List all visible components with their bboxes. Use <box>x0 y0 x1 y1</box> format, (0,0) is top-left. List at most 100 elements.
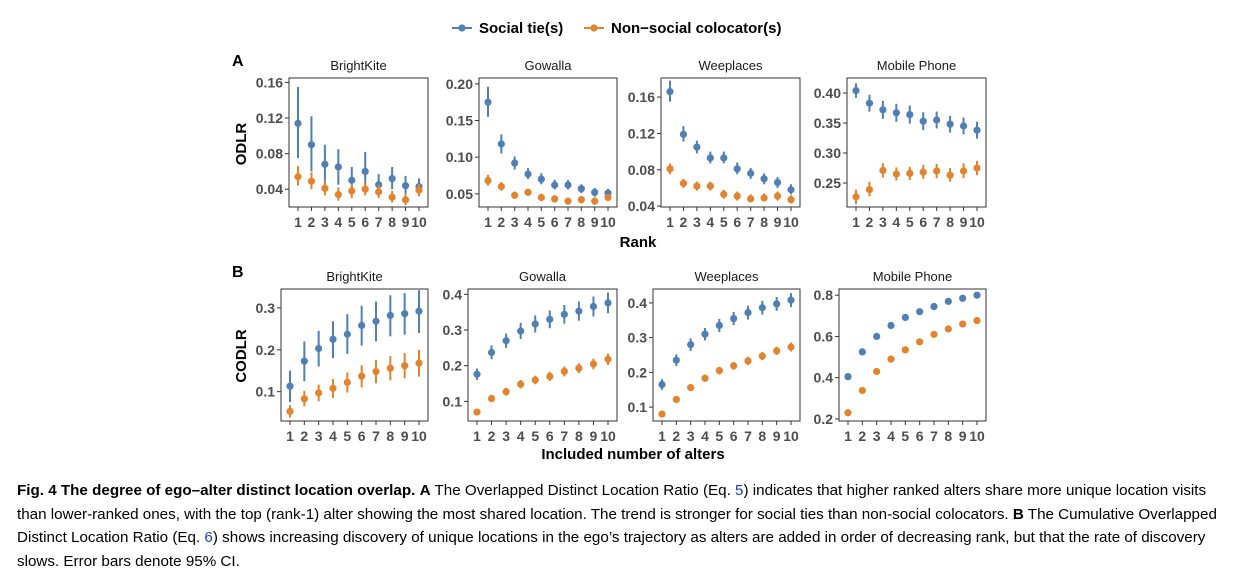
data-point <box>873 367 881 376</box>
panel-a-brightkite-series-social-tie-s <box>294 86 423 195</box>
data-point <box>294 173 302 181</box>
panel-a-mobile-phone-xtick-label: 8 <box>946 214 954 230</box>
data-point <box>706 182 714 190</box>
panel-a-mobile-phone-xtick-label: 5 <box>906 214 914 230</box>
panel-b-gowalla-xtick-label: 5 <box>531 428 539 444</box>
panel-a-brightkite-xtick-label: 8 <box>388 214 396 230</box>
panel-a-weeplaces-xtick-label: 5 <box>720 214 728 230</box>
data-point <box>973 291 981 299</box>
legend-key-marker <box>590 24 598 32</box>
panel-a-gowalla-xtick-label: 9 <box>591 214 599 230</box>
caption-eq-a-link[interactable]: 5 <box>735 482 744 499</box>
panel-b-ylabel: CODLR <box>233 329 250 382</box>
data-point <box>415 307 423 315</box>
panel-b-weeplaces-series-non-social-colocator-s <box>658 342 795 418</box>
data-point <box>517 380 525 388</box>
panel-b-gowalla-series-non-social-colocator-s <box>473 353 612 416</box>
data-point <box>658 380 666 389</box>
data-point <box>487 394 496 403</box>
legend-key-marker <box>458 24 466 32</box>
data-point <box>933 116 941 124</box>
panel-b-gowalla-frame <box>467 288 618 422</box>
data-point <box>687 384 695 392</box>
panel-b-weeplaces: Weeplaces 0.1 0.2 0.3 0.4 1 2 3 4 5 6 7 8 9 10 <box>628 269 801 444</box>
panel-b-mobile-phone-title: Mobile Phone <box>873 269 953 284</box>
panel-b-weeplaces-xtick-label: 4 <box>701 428 709 444</box>
panel-b-gowalla-ytick-label: 0.3 <box>443 322 463 338</box>
panel-b-mobile-phone-xtick-label: 10 <box>969 428 985 444</box>
data-point <box>497 182 505 191</box>
data-point <box>787 196 795 204</box>
data-point <box>687 340 695 349</box>
panel-a-weeplaces-xtick-label: 4 <box>706 214 714 230</box>
data-point <box>401 182 410 190</box>
panel-b-brightkite-xtick-label: 10 <box>411 428 427 444</box>
panel-b-weeplaces-xtick-label: 9 <box>773 428 781 444</box>
panel-a-weeplaces-xtick-label: 3 <box>693 214 701 230</box>
panel-a-brightkite-xtick-label: 4 <box>334 214 342 230</box>
data-point <box>706 154 714 162</box>
panel-a-mobile-phone-xtick-label: 6 <box>919 214 927 230</box>
panel-b-weeplaces-xtick-label: 5 <box>715 428 723 444</box>
data-point <box>334 190 342 199</box>
data-point <box>307 141 316 149</box>
data-point <box>484 98 492 106</box>
caption-eq-b-link[interactable]: 6 <box>204 529 213 547</box>
data-point <box>944 325 952 333</box>
panel-a-gowalla-xtick-label: 7 <box>564 214 572 230</box>
panel-a-mobile-phone-xtick-label: 7 <box>933 214 941 230</box>
panel-b-gowalla-xtick-label: 9 <box>590 428 598 444</box>
data-point <box>502 337 510 345</box>
data-point <box>401 196 410 204</box>
data-point <box>604 355 612 363</box>
data-point <box>879 166 887 174</box>
data-point <box>546 315 554 323</box>
panel-a-mobile-phone-ytick-label: 0.40 <box>814 85 841 101</box>
panel-b-brightkite-title: BrightKite <box>326 269 382 284</box>
data-point <box>329 335 337 343</box>
legend-label: Non−social colocator(s) <box>611 20 781 37</box>
data-point <box>693 182 701 190</box>
panel-b-mobile-phone-xtick-label: 3 <box>873 428 881 444</box>
data-point <box>502 388 510 396</box>
data-point <box>733 165 741 173</box>
panel-b-weeplaces-xtick-label: 2 <box>672 428 680 444</box>
panel-a-gowalla-xtick-label: 4 <box>524 214 532 230</box>
panel-b-weeplaces-ytick-label: 0.4 <box>628 295 648 311</box>
caption-text-3: The Cumulative Overlapped Distinct Locat… <box>17 505 1217 547</box>
panel-a-mobile-phone-series-non-social-colocator-s <box>852 160 981 204</box>
data-point <box>386 311 394 319</box>
panel-b-mobile-phone-ytick-label: 0.8 <box>814 287 834 303</box>
panel-a-mobile-phone-xtick-label: 10 <box>969 214 985 230</box>
panel-b-mobile-phone-xtick-label: 8 <box>944 428 952 444</box>
panel-a-mobile-phone-ytick-label: 0.25 <box>814 175 841 191</box>
panel-b-mobile-phone-xtick-label: 2 <box>858 428 866 444</box>
data-point <box>758 304 766 312</box>
data-point <box>666 165 674 173</box>
panel-b-weeplaces-xtick-label: 3 <box>687 428 695 444</box>
data-point <box>604 299 612 307</box>
data-point <box>575 364 583 372</box>
panel-a-mobile-phone-series-social-tie-s <box>852 83 981 139</box>
data-point <box>916 338 924 346</box>
panel-a-gowalla-xtick-label: 3 <box>511 214 519 230</box>
data-point <box>919 168 927 176</box>
data-point <box>747 169 755 177</box>
panel-b-gowalla-xtick-label: 1 <box>473 428 481 444</box>
data-point <box>666 88 674 96</box>
data-point <box>959 320 967 328</box>
panel-a-gowalla-xtick-label: 1 <box>484 214 492 230</box>
data-point <box>701 330 709 338</box>
data-point <box>760 194 768 202</box>
panel-a-brightkite-xtick-label: 10 <box>411 214 427 230</box>
figure-caption: Fig. 4 The degree of ego–alter distinct … <box>17 479 1217 573</box>
data-point <box>343 330 351 338</box>
panel-a-gowalla-xtick-label: 2 <box>497 214 505 230</box>
data-point <box>375 181 383 189</box>
panel-a-weeplaces-series-non-social-colocator-s <box>666 163 795 204</box>
data-point <box>858 348 866 356</box>
legend-item-non-social-colocator-s: Non−social colocator(s) <box>584 20 781 37</box>
data-point <box>930 302 938 311</box>
panel-a-weeplaces-series-social-tie-s <box>666 80 795 195</box>
